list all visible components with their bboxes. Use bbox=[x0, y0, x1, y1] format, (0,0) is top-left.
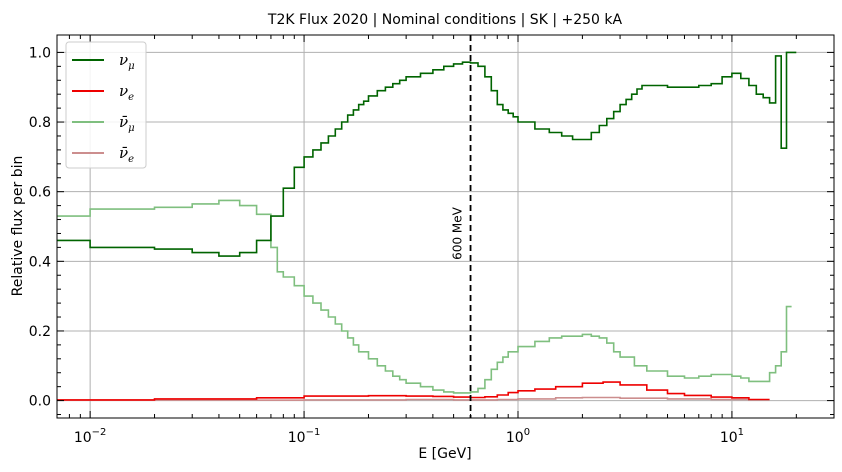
chart-title: T2K Flux 2020 | Nominal conditions | SK … bbox=[267, 12, 623, 28]
vline-layer: 600 MeV bbox=[451, 35, 472, 418]
x-tick-label-0: 10−2 bbox=[74, 427, 107, 446]
axis-ticks: 10−2 10−1 100 101 0.0 0.2 0.4 0.6 0.8 1.0 bbox=[29, 35, 835, 446]
y-tick-label-2: 0.4 bbox=[29, 254, 51, 270]
y-tick-label-1: 0.2 bbox=[29, 324, 51, 340]
legend-label-0: νμ bbox=[119, 51, 135, 72]
legend-label-3: ν̄e bbox=[119, 144, 134, 165]
grid-lines bbox=[57, 35, 834, 418]
series-line-3 bbox=[57, 396, 749, 401]
x-tick-label-3: 101 bbox=[720, 427, 744, 446]
legend: νμ νe ν̄μ ν̄e bbox=[65, 41, 147, 169]
legend-label-2: ν̄μ bbox=[119, 113, 135, 134]
y-axis-label: Relative flux per bin bbox=[10, 156, 26, 297]
y-tick-label-5: 1.0 bbox=[29, 45, 51, 61]
series-line-1 bbox=[57, 381, 770, 401]
series-line-0 bbox=[57, 51, 797, 257]
x-axis-label: E [GeV] bbox=[418, 446, 471, 462]
x-tick-label-1: 10−1 bbox=[288, 427, 321, 446]
x-tick-label-2: 100 bbox=[506, 427, 530, 446]
series-line-2 bbox=[57, 199, 792, 394]
plot-frame bbox=[56, 34, 835, 419]
vline-label: 600 MeV bbox=[451, 206, 465, 259]
y-tick-label-4: 0.8 bbox=[29, 115, 51, 131]
y-tick-label-0: 0.0 bbox=[29, 394, 51, 410]
legend-box bbox=[65, 41, 147, 169]
legend-label-1: νe bbox=[119, 82, 134, 103]
y-tick-label-3: 0.6 bbox=[29, 185, 51, 201]
series-layer bbox=[57, 51, 797, 401]
